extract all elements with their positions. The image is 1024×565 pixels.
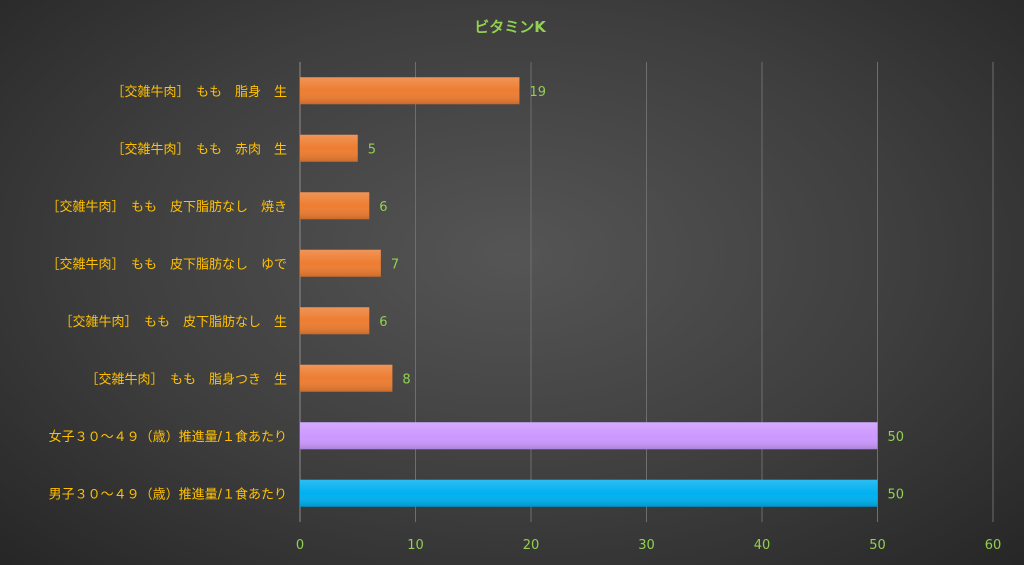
x-tick-label: 10 — [407, 538, 424, 553]
bars — [300, 77, 878, 507]
data-label: 5 — [368, 142, 376, 157]
category-label: ［交雑牛肉］ もも 皮下脂肪なし 焼き — [46, 199, 287, 215]
bar-shading — [300, 307, 370, 335]
bar-shading — [300, 422, 878, 450]
data-label: 6 — [379, 315, 387, 330]
category-label: 男子３０～４９（歳）推進量/１食あたり — [49, 486, 287, 502]
category-label: ［交雑牛肉］ もも 皮下脂肪なし ゆで — [46, 256, 287, 272]
category-label: ［交雑牛肉］ もも 赤肉 生 — [111, 141, 287, 157]
data-label: 6 — [379, 200, 387, 215]
category-labels: ［交雑牛肉］ もも 脂身 生 ［交雑牛肉］ もも 赤肉 生 ［交雑牛肉］ もも 皮下… — [46, 84, 287, 503]
x-tick-label: 30 — [638, 538, 655, 553]
bar-shading — [300, 134, 358, 162]
category-label: ［交雑牛肉］ もも 脂身 生 — [111, 84, 287, 100]
category-label: ［交雑牛肉］ もも 皮下脂肪なし 生 — [59, 314, 287, 330]
data-label: 8 — [402, 372, 410, 387]
data-label: 19 — [529, 85, 546, 100]
data-label: 7 — [391, 257, 399, 272]
category-label: 女子３０～４９（歳）推進量/１食あたり — [49, 429, 287, 445]
x-axis-ticks: 0 10 20 30 40 50 60 — [296, 538, 1001, 553]
data-label: 50 — [888, 430, 905, 445]
chart-title: ビタミンK — [474, 18, 547, 36]
category-label: ［交雑牛肉］ もも 脂身つき 生 — [85, 371, 287, 387]
x-tick-label: 20 — [523, 538, 540, 553]
bar-shading — [300, 192, 370, 220]
data-labels: 19 5 6 7 6 8 50 50 — [368, 85, 904, 503]
bar-shading — [300, 364, 393, 392]
x-tick-label: 0 — [296, 538, 304, 553]
gridlines — [299, 62, 994, 522]
x-tick-label: 60 — [985, 538, 1002, 553]
data-label: 50 — [888, 487, 905, 502]
bar-shading — [300, 479, 878, 507]
bar-shading — [300, 77, 520, 105]
x-tick-label: 50 — [869, 538, 886, 553]
x-tick-label: 40 — [754, 538, 771, 553]
bar-shading — [300, 249, 381, 277]
